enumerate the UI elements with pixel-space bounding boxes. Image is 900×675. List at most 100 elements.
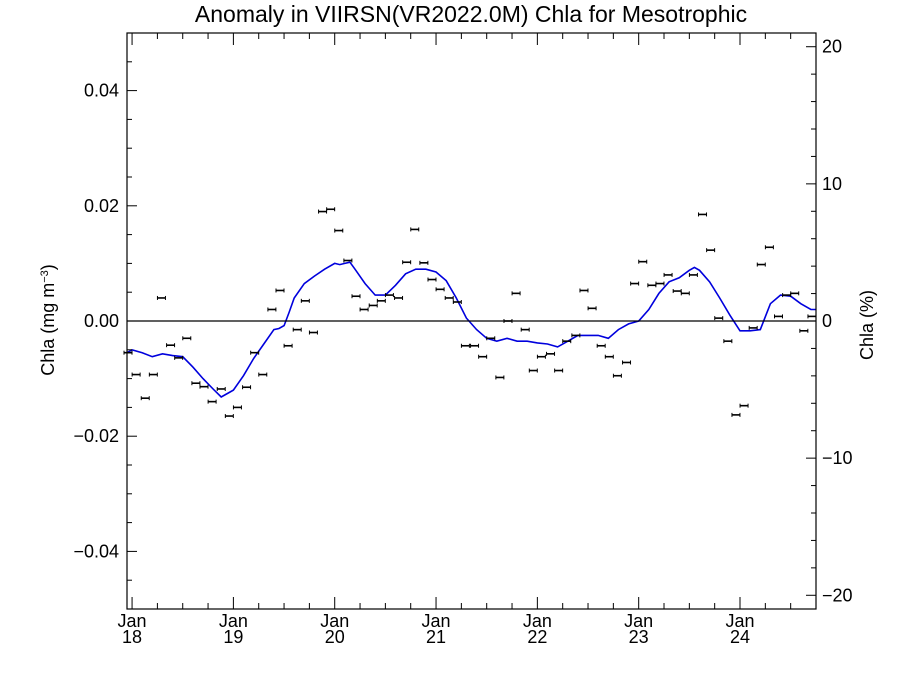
- data-point: [166, 343, 176, 348]
- data-point: [511, 291, 521, 296]
- data-point: [224, 414, 234, 419]
- data-point: [764, 245, 774, 250]
- data-point: [292, 327, 302, 332]
- data-point: [384, 293, 394, 298]
- data-point: [148, 372, 158, 377]
- right-tick-label: 0: [822, 311, 832, 331]
- data-point: [478, 354, 488, 359]
- data-point: [275, 288, 285, 293]
- data-point: [807, 314, 817, 319]
- data-point: [562, 339, 572, 344]
- right-tick-label: −20: [822, 585, 853, 605]
- data-point: [343, 258, 353, 263]
- data-point: [359, 307, 369, 312]
- data-point: [402, 260, 412, 265]
- data-point: [410, 227, 420, 232]
- data-point: [536, 354, 546, 359]
- x-tick-year-label: 22: [527, 627, 547, 647]
- data-point: [647, 283, 657, 288]
- data-point: [723, 339, 733, 344]
- x-tick-month-label: Jan: [422, 611, 451, 631]
- data-point: [318, 209, 328, 214]
- right-tick-label: −10: [822, 448, 853, 468]
- data-point: [207, 399, 217, 404]
- data-point: [182, 336, 192, 341]
- data-point: [486, 336, 496, 341]
- data-point: [376, 298, 386, 303]
- data-point: [452, 299, 462, 304]
- left-tick-label: 0.04: [84, 81, 119, 101]
- data-point: [326, 207, 336, 212]
- data-point: [672, 289, 682, 294]
- data-point: [283, 343, 293, 348]
- data-point: [638, 259, 648, 264]
- data-point: [368, 303, 378, 308]
- data-point: [714, 316, 724, 321]
- data-point: [444, 295, 454, 300]
- data-point: [655, 281, 665, 286]
- data-point: [528, 368, 538, 373]
- data-point: [267, 307, 277, 312]
- data-point: [199, 384, 209, 389]
- data-point: [140, 396, 150, 401]
- left-tick-label: −0.04: [73, 541, 119, 561]
- data-point: [546, 351, 556, 356]
- x-tick-year-label: 24: [730, 627, 750, 647]
- data-point: [460, 343, 470, 348]
- x-tick-year-label: 20: [325, 627, 345, 647]
- data-point: [587, 306, 597, 311]
- data-point: [799, 328, 809, 333]
- left-axis-label-sup: −3: [39, 270, 51, 283]
- left-y-axis: 0.04 0.02 0.00 −0.02 −0.04: [73, 32, 137, 610]
- data-point: [435, 287, 445, 292]
- data-point: [579, 288, 589, 293]
- data-point: [427, 277, 437, 282]
- x-tick-month-label: Jan: [219, 611, 248, 631]
- data-point: [232, 405, 242, 410]
- x-tick-year-label: 19: [223, 627, 243, 647]
- data-point: [706, 248, 716, 253]
- data-point: [351, 294, 361, 299]
- left-axis-label-close: ): [38, 264, 58, 270]
- data-point: [308, 330, 318, 335]
- data-point: [571, 333, 581, 338]
- data-point: [698, 212, 708, 217]
- data-point: [688, 272, 698, 277]
- monthly-anomaly-points: [123, 207, 817, 419]
- data-point: [790, 291, 800, 296]
- x-tick-month-label: Jan: [523, 611, 552, 631]
- smoothed-anomaly-series: [126, 261, 816, 398]
- x-tick-year-label: 23: [629, 627, 649, 647]
- data-point: [731, 412, 741, 417]
- data-point: [242, 385, 252, 390]
- left-axis-label: Chla (mg m−3): [38, 264, 58, 376]
- data-point: [394, 295, 404, 300]
- data-point: [174, 355, 184, 360]
- data-point: [470, 343, 480, 348]
- x-tick-month-label: Jan: [118, 611, 147, 631]
- data-point: [680, 291, 690, 296]
- data-point: [123, 350, 133, 355]
- x-tick-year-label: 21: [426, 627, 446, 647]
- left-tick-label: −0.02: [73, 426, 119, 446]
- left-tick-label: 0.00: [84, 311, 119, 331]
- data-point: [495, 375, 505, 380]
- data-point: [774, 314, 784, 319]
- data-point: [300, 298, 310, 303]
- right-y-axis: 20 10 0 −10 −20: [806, 37, 853, 605]
- data-point: [520, 327, 530, 332]
- data-point: [258, 372, 268, 377]
- right-tick-label: 10: [822, 174, 842, 194]
- x-tick-month-label: Jan: [320, 611, 349, 631]
- data-point: [756, 262, 766, 267]
- left-tick-label: 0.02: [84, 196, 119, 216]
- data-point: [419, 260, 429, 265]
- x-tick-month-label: Jan: [624, 611, 653, 631]
- chart-title: Anomaly in VIIRSN(VR2022.0M) Chla for Me…: [195, 1, 747, 27]
- data-point: [131, 372, 141, 377]
- left-axis-label-main: Chla (mg m: [38, 283, 58, 376]
- data-point: [156, 295, 166, 300]
- data-point: [334, 228, 344, 233]
